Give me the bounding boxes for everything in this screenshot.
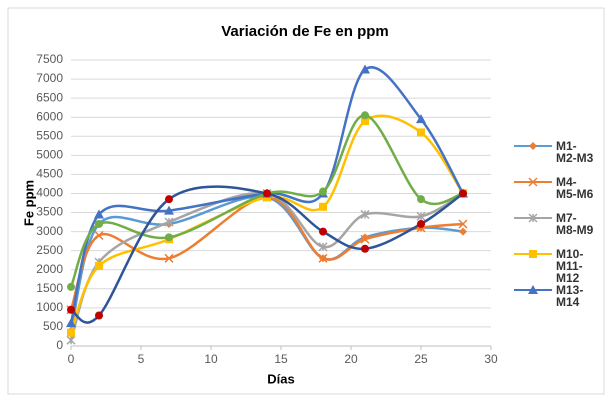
y-tick-label: 0 (56, 338, 63, 352)
x-axis-label: Días (267, 371, 294, 386)
marker (66, 318, 76, 328)
series-line (69, 114, 465, 334)
marker (67, 282, 75, 291)
marker (164, 217, 174, 227)
x-tick-label: 25 (414, 352, 428, 366)
legend-marker (528, 213, 538, 223)
legend-label: M1- M2-M3 (556, 139, 594, 165)
y-tick-label: 4000 (36, 186, 63, 200)
marker (360, 209, 370, 219)
y-tick-label: 5000 (36, 148, 63, 162)
marker (360, 64, 370, 74)
marker (318, 253, 328, 263)
y-tick-label: 7500 (36, 52, 63, 66)
marker (318, 242, 328, 252)
marker (66, 335, 76, 345)
legend-label: M10- M11- M12 (556, 247, 584, 285)
marker (67, 305, 75, 314)
legend-marker (528, 177, 538, 187)
y-tick-label: 5500 (36, 128, 63, 142)
marker (361, 117, 369, 126)
legend-label: M7- M8-M9 (556, 211, 594, 237)
y-tick-label: 500 (43, 319, 63, 333)
series-line (69, 196, 464, 311)
marker (263, 189, 271, 198)
x-tick-label: 30 (484, 352, 498, 366)
marker (417, 195, 425, 204)
marker (361, 111, 369, 120)
y-tick-label: 6000 (36, 109, 63, 123)
y-tick-label: 7000 (36, 71, 63, 85)
marker (319, 202, 327, 211)
y-tick-label: 6500 (36, 90, 63, 104)
y-tick-label: 1000 (36, 300, 63, 314)
marker (164, 253, 174, 263)
marker (94, 209, 104, 219)
legend-label: M4- M5-M6 (556, 175, 594, 201)
marker (361, 244, 369, 253)
y-tick-label: 1500 (36, 281, 63, 295)
marker (164, 205, 174, 215)
marker (417, 128, 425, 137)
chart-title: Variación de Fe en ppm (221, 23, 389, 40)
marker (416, 211, 426, 221)
y-tick-label: 3000 (36, 224, 63, 238)
y-tick-label: 2500 (36, 243, 63, 257)
marker (67, 328, 75, 337)
x-tick-label: 10 (204, 352, 218, 366)
x-tick-label: 5 (138, 352, 145, 366)
y-tick-label: 2000 (36, 262, 63, 276)
marker (95, 311, 103, 320)
marker (319, 227, 327, 236)
x-tick-label: 0 (68, 352, 75, 366)
y-tick-label: 4500 (36, 167, 63, 181)
x-tick-label: 20 (344, 352, 358, 366)
marker (95, 261, 103, 270)
y-axis-label: Fe ppm (21, 180, 36, 226)
marker (459, 189, 467, 198)
legend-marker (528, 285, 538, 294)
marker (165, 233, 173, 242)
marker (165, 195, 173, 204)
marker (319, 187, 327, 196)
marker (416, 114, 426, 124)
series-line (70, 185, 464, 324)
legend-label: M13- M14 (556, 283, 584, 309)
series-line (69, 114, 464, 288)
marker (459, 227, 467, 236)
x-tick-label: 15 (274, 352, 288, 366)
y-tick-label: 3500 (36, 205, 63, 219)
marker (360, 234, 370, 244)
marker (95, 219, 103, 228)
legend-marker (529, 250, 537, 258)
marker (94, 230, 104, 240)
marker (458, 219, 468, 229)
marker (417, 219, 425, 228)
legend-marker (529, 142, 537, 150)
